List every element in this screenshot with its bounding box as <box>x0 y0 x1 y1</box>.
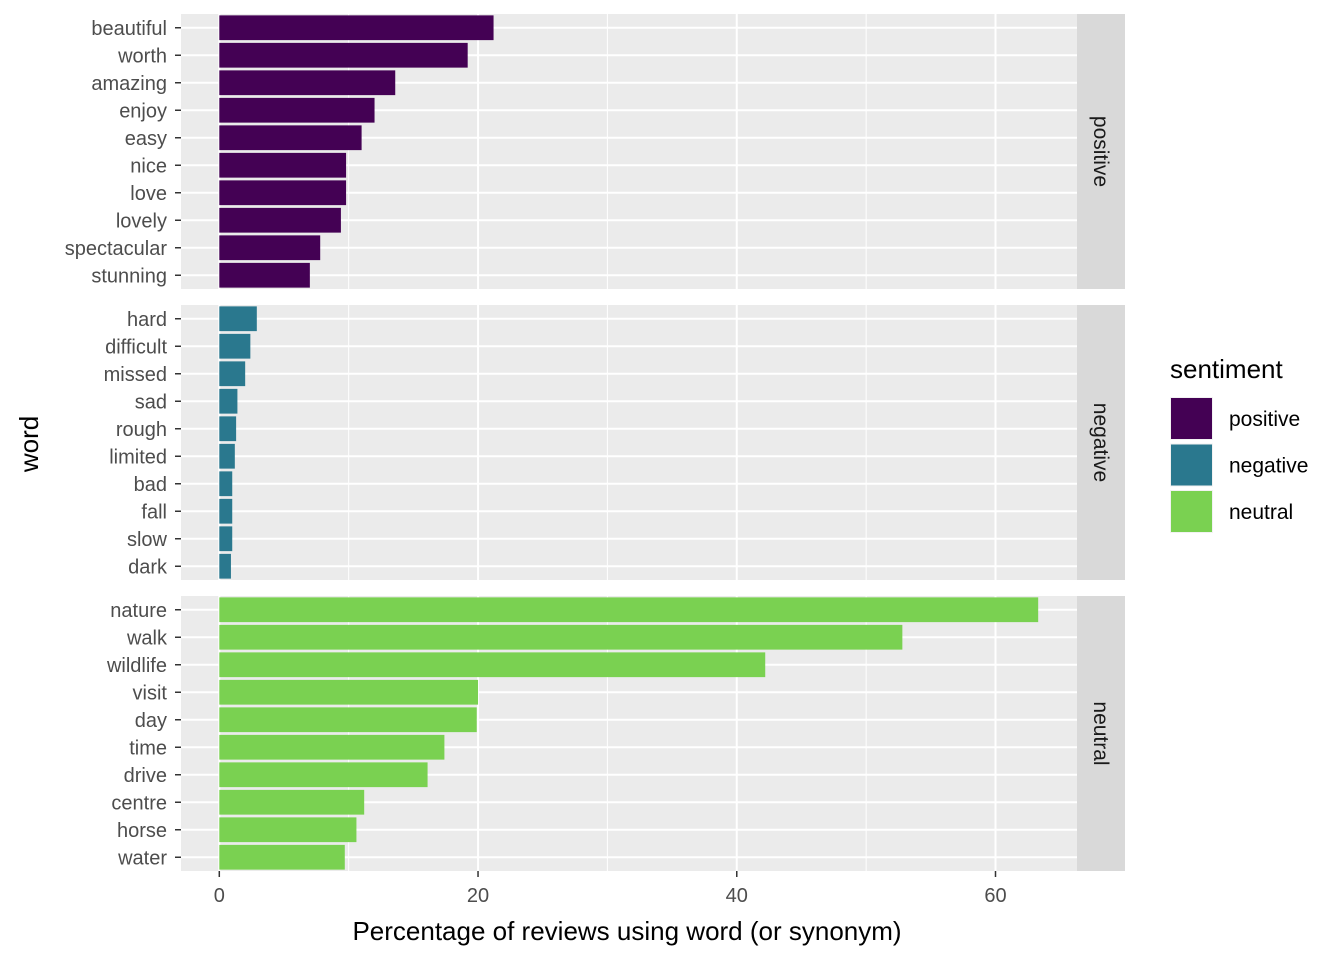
bar-time <box>219 734 445 760</box>
facet-strip <box>1077 305 1125 580</box>
y-tick-label: fall <box>141 501 167 523</box>
y-tick-label: walk <box>126 627 168 649</box>
bar-missed <box>219 361 246 387</box>
y-tick-label: slow <box>127 529 168 551</box>
y-tick-label: wildlife <box>106 655 167 677</box>
y-tick-label: nice <box>130 155 167 177</box>
facet-strip-label: positive <box>1089 116 1112 187</box>
bar-sad <box>219 388 238 414</box>
y-tick-label: limited <box>109 446 167 468</box>
bar-enjoy <box>219 97 375 123</box>
bar-limited <box>219 443 235 469</box>
y-tick-label: lovely <box>116 210 167 232</box>
y-tick-label: difficult <box>105 336 167 358</box>
x-axis: 0 20 40 60 <box>214 871 1007 907</box>
y-tick-label: nature <box>110 600 167 622</box>
y-tick-label: drive <box>124 765 167 787</box>
bar-easy <box>219 125 362 151</box>
y-tick-label: easy <box>125 128 167 150</box>
bar-nature <box>219 597 1039 623</box>
legend-key-negative <box>1171 444 1212 486</box>
facet-strip-label: neutral <box>1089 701 1112 765</box>
y-tick-label: worth <box>117 45 167 67</box>
legend-title: sentiment <box>1170 354 1283 384</box>
bar-love <box>219 180 347 206</box>
y-tick-label: time <box>129 737 167 759</box>
y-tick-label: bad <box>134 474 167 496</box>
legend-key-positive <box>1171 398 1212 439</box>
y-tick-label: enjoy <box>119 100 167 122</box>
y-tick-label: beautiful <box>91 18 167 40</box>
y-tick-label: amazing <box>91 73 167 95</box>
y-tick-label: sad <box>135 391 167 413</box>
facet-strip <box>1077 14 1125 289</box>
bar-spectacular <box>219 235 321 261</box>
facet-panel-neutral: nature walk wildlife visit day time drive centr… <box>106 596 1125 871</box>
bar-water <box>219 844 345 870</box>
bar-walk <box>219 624 903 650</box>
bar-lovely <box>219 207 341 233</box>
y-axis-title: word <box>14 416 44 473</box>
y-tick-label: dark <box>128 556 168 578</box>
y-tick-label: rough <box>116 419 167 441</box>
bar-beautiful <box>219 15 494 41</box>
facet-strip-label: negative <box>1089 403 1112 482</box>
legend-label-neutral: neutral <box>1229 501 1293 524</box>
bar-drive <box>219 762 428 788</box>
bar-hard <box>219 306 257 332</box>
y-tick-label: hard <box>127 309 167 331</box>
y-tick-label: water <box>117 847 167 869</box>
panel-background <box>181 305 1077 580</box>
bar-amazing <box>219 70 396 96</box>
y-tick-label: horse <box>117 820 167 842</box>
x-tick-label: 0 <box>214 885 225 907</box>
x-tick-label: 40 <box>726 885 748 907</box>
bar-centre <box>219 789 365 815</box>
bar-bad <box>219 471 233 497</box>
facet-panel-negative: hard difficult missed sad rough limited bad fal… <box>104 305 1125 580</box>
bar-fall <box>219 498 233 524</box>
legend-label-negative: negative <box>1229 455 1308 478</box>
y-tick-label: missed <box>104 364 167 386</box>
bar-horse <box>219 817 357 843</box>
y-tick-label: day <box>135 710 167 732</box>
bar-day <box>219 707 477 733</box>
y-tick-label: stunning <box>91 265 167 287</box>
y-tick-label: centre <box>111 792 167 814</box>
legend-label-positive: positive <box>1229 408 1300 431</box>
facet-panels: beautiful worth amazing enjoy easy nice love lo… <box>65 14 1125 871</box>
bar-dark <box>219 553 231 579</box>
bar-worth <box>219 42 468 68</box>
bar-nice <box>219 152 347 178</box>
x-tick-label: 60 <box>984 885 1006 907</box>
bar-visit <box>219 679 479 705</box>
legend: sentiment positive negative neutral <box>1170 354 1308 533</box>
bar-rough <box>219 416 237 442</box>
bar-stunning <box>219 262 310 288</box>
y-tick-label: spectacular <box>65 238 168 260</box>
y-tick-label: love <box>130 183 167 205</box>
legend-key-neutral <box>1171 491 1212 532</box>
y-tick-label: visit <box>133 682 168 704</box>
facet-strip <box>1077 596 1125 871</box>
facet-panel-positive: beautiful worth amazing enjoy easy nice love lo… <box>65 14 1125 289</box>
x-tick-label: 20 <box>467 885 489 907</box>
x-axis-title: Percentage of reviews using word (or syn… <box>352 916 901 946</box>
bar-wildlife <box>219 652 766 678</box>
bar-slow <box>219 526 233 552</box>
bar-difficult <box>219 333 251 359</box>
